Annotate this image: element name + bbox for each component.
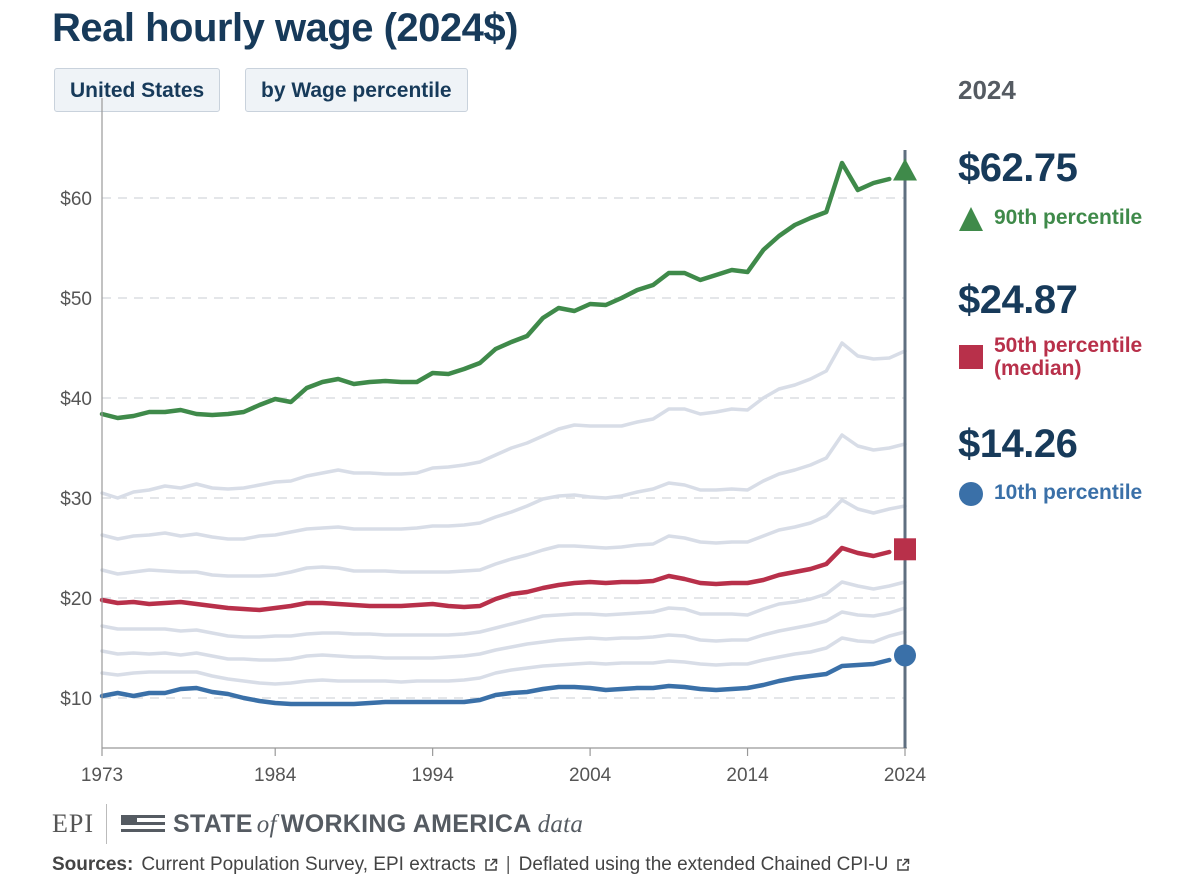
x-tick-label: 1973 [81, 765, 123, 786]
legend-p50-sublabel: (median) [994, 357, 1082, 380]
chart-title: Real hourly wage (2024$) [52, 6, 518, 50]
y-tick-label: $50 [60, 289, 92, 310]
epi-logo: EPI [52, 809, 94, 838]
sources-line: Sources: Current Population Survey, EPI … [52, 854, 918, 876]
triangle-icon [959, 207, 983, 231]
p50-value: $24.87 [958, 278, 1078, 322]
gridlines [102, 197, 905, 699]
legend-p50[interactable]: 50th percentile (median) [958, 334, 1142, 380]
p10-value: $14.26 [958, 422, 1078, 466]
legend-p10[interactable]: 10th percentile [958, 481, 1142, 507]
brand-data: data [537, 810, 584, 838]
p90-end-marker [893, 158, 917, 181]
y-tick-label: $60 [60, 189, 92, 210]
series-line [100, 580, 907, 639]
series-line [100, 630, 907, 686]
y-tick-label: $30 [60, 489, 92, 510]
series-line [100, 498, 907, 578]
series-line [99, 545, 892, 613]
series-line [99, 657, 892, 707]
legend-p50-label: 50th percentile [994, 334, 1143, 357]
geography-filter-button[interactable]: United States [54, 68, 221, 112]
series-line [99, 160, 892, 421]
end-markers [893, 158, 917, 667]
series-line [100, 341, 907, 500]
swa-brand: STATE of WORKING AMERICA data [173, 810, 583, 839]
legend-p90-label: 90th percentile [994, 206, 1143, 229]
source-cpi-link[interactable]: Deflated using the extended Chained CPI-… [518, 854, 889, 875]
sources-label: Sources: [52, 854, 134, 875]
square-icon [959, 345, 983, 369]
y-tick-label: $20 [60, 589, 92, 610]
p10-end-marker [894, 644, 916, 667]
x-tick-label: 2004 [569, 765, 612, 786]
x-tick-label: 2024 [884, 765, 927, 786]
external-link-icon[interactable] [484, 858, 498, 872]
brand-working-america: WORKING AMERICA [280, 809, 532, 838]
sources-separator: | [505, 854, 511, 875]
series-line [100, 606, 907, 662]
footer-logo: EPI STATE of WORKING AMERICA data [52, 804, 583, 844]
x-tick-label: 1984 [254, 765, 297, 786]
line-chart: $10 $20 $30 $40 $50 $60 1973 1984 1994 2004 2014 20… [60, 98, 927, 786]
legend-p90[interactable]: 90th percentile [958, 206, 1142, 232]
y-tick-label: $10 [60, 689, 92, 710]
summary-year: 2024 [958, 75, 1016, 105]
logo-divider [106, 804, 107, 844]
brand-of: of [256, 810, 277, 838]
brand-state: STATE [173, 809, 253, 838]
p50-end-marker [894, 538, 916, 561]
series-line [100, 433, 907, 541]
series-lines [99, 160, 907, 707]
source-cps-link[interactable]: Current Population Survey, EPI extracts [141, 854, 476, 875]
p90-value: $62.75 [958, 146, 1078, 190]
legend-p10-label: 10th percentile [994, 481, 1143, 504]
x-tick-label: 2014 [726, 765, 769, 786]
flag-icon [121, 815, 165, 832]
breakdown-filter-button[interactable]: by Wage percentile [245, 68, 468, 112]
y-tick-label: $40 [60, 389, 92, 410]
x-tick-label: 1994 [412, 765, 455, 786]
external-link-icon[interactable] [896, 858, 910, 872]
axes: $10 $20 $30 $40 $50 $60 1973 1984 1994 2004 2014 20… [60, 98, 927, 786]
circle-icon [959, 482, 983, 506]
